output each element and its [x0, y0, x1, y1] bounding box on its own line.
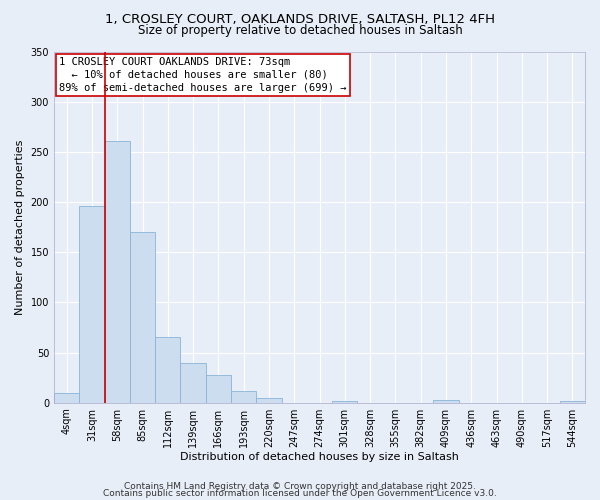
Bar [433, 400, 458, 402]
Text: Contains public sector information licensed under the Open Government Licence v3: Contains public sector information licen… [103, 490, 497, 498]
Y-axis label: Number of detached properties: Number of detached properties [15, 140, 25, 315]
Text: 1, CROSLEY COURT, OAKLANDS DRIVE, SALTASH, PL12 4FH: 1, CROSLEY COURT, OAKLANDS DRIVE, SALTAS… [105, 12, 495, 26]
X-axis label: Distribution of detached houses by size in Saltash: Distribution of detached houses by size … [180, 452, 459, 462]
Bar [332, 400, 358, 402]
Bar [560, 400, 585, 402]
Bar [155, 338, 181, 402]
Bar [181, 362, 206, 403]
Text: Contains HM Land Registry data © Crown copyright and database right 2025.: Contains HM Land Registry data © Crown c… [124, 482, 476, 491]
Bar [206, 374, 231, 402]
Text: 1 CROSLEY COURT OAKLANDS DRIVE: 73sqm
  ← 10% of detached houses are smaller (80: 1 CROSLEY COURT OAKLANDS DRIVE: 73sqm ← … [59, 57, 347, 93]
Bar [130, 232, 155, 402]
Bar [231, 390, 256, 402]
Bar [104, 141, 130, 403]
Bar [79, 206, 104, 402]
Text: Size of property relative to detached houses in Saltash: Size of property relative to detached ho… [137, 24, 463, 37]
Bar [256, 398, 281, 402]
Bar [54, 392, 79, 402]
